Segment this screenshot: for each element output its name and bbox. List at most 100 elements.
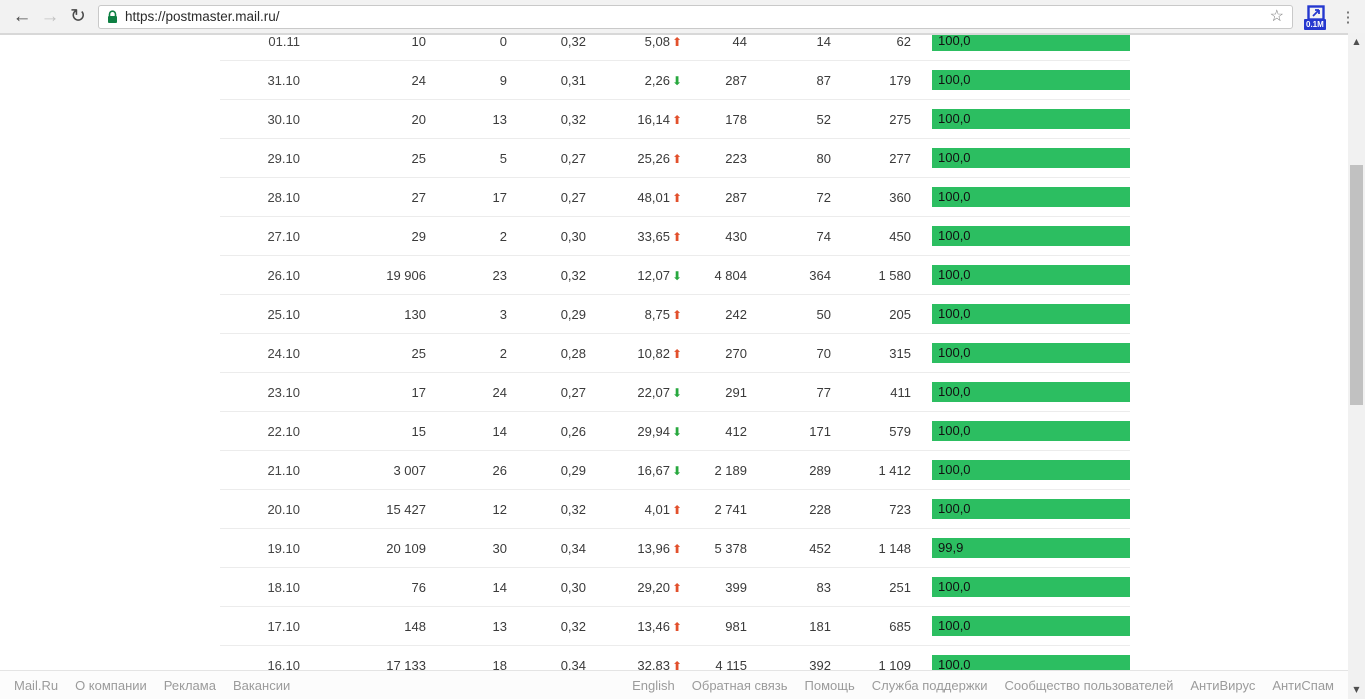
rating-bar-label: 100,0 — [938, 35, 971, 48]
table-row[interactable]: 30.10 20 13 0,32 16,14 ⬆ 178 52 275 100,0 — [220, 100, 1130, 139]
percent-cell: 5,08 ⬆ — [586, 35, 682, 49]
value-cell: 13 — [492, 618, 507, 634]
table-row[interactable]: 21.10 3 007 26 0,29 16,67 ⬇ 2 189 289 1 4… — [220, 451, 1130, 490]
footer-link[interactable]: Вакансии — [232, 677, 291, 693]
trend-arrow-icon: ⬆ — [671, 35, 682, 49]
footer-link[interactable]: АнтиВирус — [1190, 677, 1256, 693]
value-cell: 52 — [816, 111, 831, 127]
footer-link[interactable]: АнтиСпам — [1272, 677, 1334, 693]
value-cell: 76 — [411, 579, 426, 595]
footer-link[interactable]: Помощь — [804, 677, 855, 693]
rating-bar-cell: 100,0 — [911, 577, 1130, 597]
forward-button[interactable]: → — [40, 6, 60, 27]
value-cell: 179 — [889, 72, 911, 88]
rating-bar-label: 100,0 — [938, 111, 971, 126]
value-cell: 17 133 — [386, 657, 426, 671]
trend-arrow-icon: ⬇ — [671, 268, 682, 283]
footer-link[interactable]: Реклама — [163, 677, 216, 693]
value-cell: 360 — [889, 189, 911, 205]
table-row[interactable]: 18.10 76 14 0,30 29,20 ⬆ 399 83 251 100,0 — [220, 568, 1130, 607]
table-row[interactable]: 26.10 19 906 23 0,32 12,07 ⬇ 4 804 364 1 … — [220, 256, 1130, 295]
scroll-up-icon[interactable]: ▲ — [1353, 37, 1360, 46]
value-cell: 14 — [492, 579, 507, 595]
value-cell: 0,31 — [560, 72, 586, 88]
trend-arrow-icon: ⬇ — [671, 385, 682, 400]
footer-link[interactable]: English — [632, 677, 675, 693]
rating-bar: 100,0 — [932, 304, 1130, 324]
rating-bar-cell: 100,0 — [911, 187, 1130, 207]
footer-link[interactable]: Mail.Ru — [14, 677, 59, 693]
rating-bar-cell: 100,0 — [911, 421, 1130, 441]
footer-right-links: English Обратная связь Помощь Служба поддер… — [632, 678, 1334, 693]
rating-bar-label: 100,0 — [938, 462, 971, 477]
vertical-scrollbar[interactable]: ▲ ▼ — [1348, 33, 1365, 699]
percent-cell: 4,01 ⬆ — [586, 502, 682, 517]
trend-arrow-icon: ⬆ — [671, 151, 682, 166]
value-cell: 430 — [725, 228, 747, 244]
rating-bar-cell: 100,0 — [911, 35, 1130, 51]
trend-arrow-icon: ⬇ — [671, 463, 682, 478]
reload-button[interactable]: ↻ — [70, 6, 86, 27]
footer-link[interactable]: Обратная связь — [691, 677, 788, 693]
date-cell: 17.10 — [267, 618, 300, 634]
url-text[interactable]: https://postmaster.mail.ru/ — [125, 9, 280, 24]
rating-bar-fill: 99,9 — [932, 538, 1130, 558]
value-cell: 25 — [411, 150, 426, 166]
rating-bar: 100,0 — [932, 577, 1130, 597]
value-cell: 72 — [816, 189, 831, 205]
bookmark-star-icon[interactable]: ☆ — [1269, 7, 1284, 25]
table-row[interactable]: 25.10 130 3 0,29 8,75 ⬆ 242 50 205 100,0 — [220, 295, 1130, 334]
value-cell: 26 — [492, 462, 507, 478]
rating-bar-label: 100,0 — [938, 72, 971, 87]
extension-button[interactable]: 0.1M — [1303, 2, 1329, 32]
value-cell: 4 115 — [715, 657, 747, 671]
table-row[interactable]: 19.10 20 109 30 0,34 13,96 ⬆ 5 378 452 1 … — [220, 529, 1130, 568]
trend-arrow-icon: ⬇ — [671, 424, 682, 439]
rating-bar: 100,0 — [932, 382, 1130, 402]
value-cell: 3 — [499, 306, 507, 322]
value-cell: 277 — [889, 150, 911, 166]
back-button[interactable]: ← — [12, 6, 32, 27]
table-row[interactable]: 24.10 25 2 0,28 10,82 ⬆ 270 70 315 100,0 — [220, 334, 1130, 373]
address-bar[interactable]: https://postmaster.mail.ru/ ☆ — [98, 4, 1293, 29]
date-cell: 23.10 — [267, 384, 300, 400]
value-cell: 148 — [404, 618, 426, 634]
date-cell: 27.10 — [267, 228, 300, 244]
table-row[interactable]: 16.10 17 133 18 0,34 32,83 ⬆ 4 115 392 1 … — [220, 646, 1130, 670]
footer-link[interactable]: О компании — [75, 677, 147, 693]
table-row[interactable]: 27.10 29 2 0,30 33,65 ⬆ 430 74 450 100,0 — [220, 217, 1130, 256]
table-row[interactable]: 22.10 15 14 0,26 29,94 ⬇ 412 171 579 100,… — [220, 412, 1130, 451]
scrollbar-thumb[interactable] — [1350, 165, 1363, 405]
value-cell: 0,28 — [560, 345, 586, 361]
value-cell: 364 — [809, 267, 831, 283]
trend-arrow-icon: ⬇ — [671, 73, 682, 88]
rating-bar-cell: 100,0 — [911, 265, 1130, 285]
value-cell: 70 — [816, 345, 831, 361]
table-row[interactable]: 23.10 17 24 0,27 22,07 ⬇ 291 77 411 100,0 — [220, 373, 1130, 412]
table-row[interactable]: 29.10 25 5 0,27 25,26 ⬆ 223 80 277 100,0 — [220, 139, 1130, 178]
browser-menu-button[interactable]: ⋮ — [1340, 8, 1356, 26]
scroll-down-icon[interactable]: ▼ — [1353, 685, 1360, 694]
table-row[interactable]: 17.10 148 13 0,32 13,46 ⬆ 981 181 685 100… — [220, 607, 1130, 646]
value-cell: 411 — [890, 384, 911, 400]
table-row[interactable]: 01.11 10 0 0,32 5,08 ⬆ 44 14 62 100,0 — [220, 35, 1130, 61]
footer-link[interactable]: Служба поддержки — [871, 677, 988, 693]
value-cell: 0,27 — [560, 150, 586, 166]
rating-bar-fill: 100,0 — [932, 499, 1130, 519]
footer-link[interactable]: Сообщество пользователей — [1004, 677, 1174, 693]
table-row[interactable]: 28.10 27 17 0,27 48,01 ⬆ 287 72 360 100,0 — [220, 178, 1130, 217]
percent-cell: 16,14 ⬆ — [586, 112, 682, 127]
rating-bar-label: 100,0 — [938, 228, 971, 243]
table-row[interactable]: 20.10 15 427 12 0,32 4,01 ⬆ 2 741 228 723… — [220, 490, 1130, 529]
secure-lock-icon — [107, 9, 118, 24]
value-cell: 74 — [816, 228, 831, 244]
value-cell: 13 — [492, 111, 507, 127]
value-cell: 0,32 — [560, 35, 586, 49]
table-row[interactable]: 31.10 24 9 0,31 2,26 ⬇ 287 87 179 100,0 — [220, 61, 1130, 100]
date-cell: 18.10 — [267, 579, 300, 595]
percent-cell: 12,07 ⬇ — [586, 268, 682, 283]
value-cell: 399 — [725, 579, 747, 595]
value-cell: 1 148 — [878, 540, 911, 556]
rating-bar: 100,0 — [932, 343, 1130, 363]
